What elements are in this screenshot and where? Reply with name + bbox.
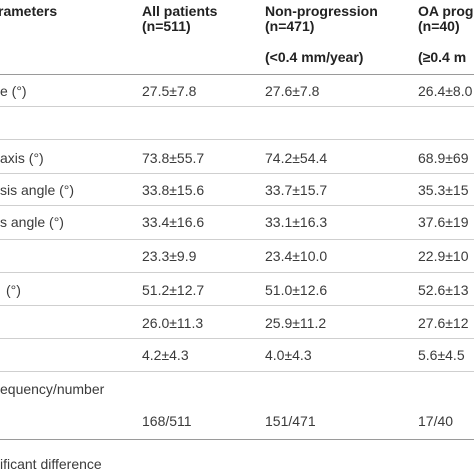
row-divider <box>0 239 474 240</box>
row-divider <box>0 173 474 174</box>
row-nonprog-value: 51.0±12.6 <box>265 282 328 298</box>
header-oa-progression-n: (n=40) <box>418 18 460 34</box>
row-oa-value: 37.6±19 <box>418 214 469 230</box>
row-all-value: 23.3±9.9 <box>142 248 197 264</box>
row-oa-value: 52.6±13 <box>418 282 469 298</box>
footnote: ificant difference <box>0 456 102 472</box>
row-all-value: 33.8±15.6 <box>142 182 205 198</box>
row-nonprog-value: 33.1±16.3 <box>265 214 328 230</box>
row-nonprog-value: 25.9±11.2 <box>265 315 327 331</box>
header-oa-progression-rate: (≥0.4 m <box>418 49 467 65</box>
row-oa-value: 27.6±12 <box>418 315 469 331</box>
row-label: axis (°) <box>0 150 44 166</box>
row-nonprog-value: 27.6±7.8 <box>265 83 320 99</box>
row-divider <box>0 205 474 206</box>
row-all-value: 51.2±12.7 <box>142 282 205 298</box>
row-divider <box>0 106 474 107</box>
row-all-value: 73.8±55.7 <box>142 150 205 166</box>
header-all-patients-n: (n=511) <box>142 18 191 34</box>
header-non-progression-n: (n=471) <box>265 18 315 34</box>
row-divider <box>0 338 474 339</box>
row-nonprog-value: 23.4±10.0 <box>265 248 328 264</box>
row-all-value: 33.4±16.6 <box>142 214 205 230</box>
row-nonprog-value: 74.2±54.4 <box>265 150 328 166</box>
row-oa-value: 68.9±69 <box>418 150 469 166</box>
frequency-all-value: 168/511 <box>142 413 192 429</box>
row-oa-value: 5.6±4.5 <box>418 347 465 363</box>
row-oa-value: 22.9±10 <box>418 248 469 264</box>
row-oa-value: 35.3±15 <box>418 182 469 198</box>
row-label: s angle (°) <box>0 214 64 230</box>
row-divider <box>0 272 474 273</box>
row-all-value: 27.5±7.8 <box>142 83 197 99</box>
row-label: sis angle (°) <box>0 182 75 198</box>
header-all-patients: All patients <box>142 3 218 19</box>
frequency-label: equency/number <box>0 381 105 397</box>
row-nonprog-value: 4.0±4.3 <box>265 347 312 363</box>
header-oa-progression: OA prog <box>418 3 474 19</box>
row-divider <box>0 371 474 372</box>
header-non-progression: Non-progression <box>265 3 378 19</box>
row-divider <box>0 305 474 306</box>
row-label: e (°) <box>0 83 27 99</box>
row-all-value: 4.2±4.3 <box>142 347 189 363</box>
row-nonprog-value: 33.7±15.7 <box>265 182 328 198</box>
table-bottom-divider <box>0 439 474 440</box>
header-parameters: rameters <box>0 3 58 19</box>
header-non-progression-rate: (<0.4 mm/year) <box>265 49 364 65</box>
row-oa-value: 26.4±8.0 <box>418 83 473 99</box>
row-all-value: 26.0±11.3 <box>142 315 204 331</box>
row-divider <box>0 139 474 140</box>
row-label: (°) <box>6 282 21 298</box>
frequency-oa-value: 17/40 <box>418 413 454 429</box>
header-divider <box>0 74 474 75</box>
frequency-nonprog-value: 151/471 <box>265 413 316 429</box>
